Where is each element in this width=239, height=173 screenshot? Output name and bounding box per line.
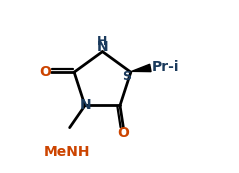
Text: O: O: [40, 65, 51, 79]
Text: N: N: [80, 98, 92, 112]
Text: N: N: [97, 40, 108, 54]
Text: O: O: [118, 126, 130, 140]
Text: S: S: [122, 70, 131, 83]
Polygon shape: [132, 64, 151, 72]
Text: Pr-i: Pr-i: [152, 60, 179, 74]
Text: MeNH: MeNH: [44, 145, 90, 159]
Text: H: H: [97, 35, 108, 48]
